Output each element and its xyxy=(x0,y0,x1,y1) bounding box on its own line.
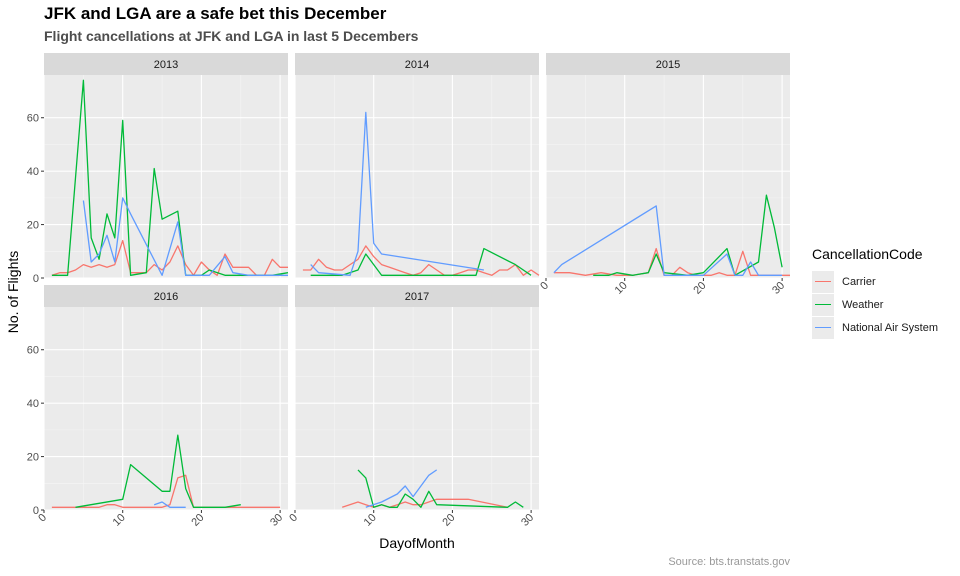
facet-label: 2017 xyxy=(405,291,429,303)
facet-strip xyxy=(44,53,288,75)
legend-key-weather xyxy=(812,293,834,316)
legend-swatch xyxy=(815,326,831,329)
chart-caption: Source: bts.transtats.gov xyxy=(668,556,790,568)
facet-label: 2013 xyxy=(154,59,178,71)
legend-title: CancellationCode xyxy=(812,246,923,262)
x-axis-title: DayofMonth xyxy=(379,535,454,551)
x-tick-label: 10 xyxy=(362,512,379,529)
series-line-national-air-system xyxy=(153,501,186,508)
legend-key-national-air-system xyxy=(812,316,834,339)
facet-label: 2016 xyxy=(154,291,178,303)
y-tick-label: 40 xyxy=(27,398,39,410)
facet-panel-2016: 2016 0 20 40 60 0 10 20 30 xyxy=(27,285,288,529)
facet-panel-2013: 2013 0 20 40 60 xyxy=(27,53,289,285)
y-tick-label: 0 xyxy=(33,273,39,285)
legend-label: Weather xyxy=(842,298,884,311)
x-tick-label: 20 xyxy=(440,512,457,529)
series-line-national-air-system xyxy=(82,197,288,276)
panel-background xyxy=(546,75,790,278)
x-tick-label: 30 xyxy=(770,280,787,297)
x-tick-label: 10 xyxy=(613,280,630,297)
facet-panel-2014: 2014 xyxy=(294,53,540,279)
panel-background xyxy=(44,75,288,278)
x-tick-label: 30 xyxy=(268,512,285,529)
x-tick-label: 0 xyxy=(287,512,300,525)
series-line-weather xyxy=(310,247,532,276)
series-line-carrier xyxy=(51,474,281,508)
y-tick-label: 60 xyxy=(27,345,39,357)
panel-background xyxy=(44,307,288,510)
facet-label: 2014 xyxy=(405,59,429,71)
x-tick-label: 0 xyxy=(36,512,49,525)
facet-strip xyxy=(295,53,539,75)
series-line-weather xyxy=(51,79,289,276)
legend: CancellationCode Carrier Weather Nationa… xyxy=(812,246,938,339)
x-tick-label: 0 xyxy=(538,280,551,293)
y-tick-label: 40 xyxy=(27,166,39,178)
y-tick-label: 20 xyxy=(27,452,39,464)
facet-panel-2015: 2015 0 10 20 30 xyxy=(538,53,790,297)
series-line-weather xyxy=(75,434,241,508)
x-tick-label: 20 xyxy=(189,512,206,529)
series-line-national-air-system xyxy=(553,205,783,276)
y-axis-title: No. of Flights xyxy=(5,251,21,333)
series-line-national-air-system xyxy=(365,469,438,508)
legend-label: Carrier xyxy=(842,275,876,288)
chart-subtitle: Flight cancellations at JFK and LGA in l… xyxy=(44,28,419,44)
x-tick-label: 10 xyxy=(111,512,128,529)
series-line-carrier xyxy=(302,245,540,276)
legend-swatch xyxy=(815,303,831,306)
y-tick-label: 20 xyxy=(27,220,39,232)
series-line-weather xyxy=(357,469,524,508)
facet-label: 2015 xyxy=(656,59,680,71)
x-tick-label: 30 xyxy=(519,512,536,529)
series-line-carrier xyxy=(341,498,508,508)
legend-item-weather: Weather xyxy=(812,293,938,316)
facet-strip xyxy=(546,53,790,75)
x-tick-label: 20 xyxy=(691,280,708,297)
legend-swatch xyxy=(815,280,831,283)
y-tick-label: 0 xyxy=(33,505,39,517)
chart-title: JFK and LGA are a safe bet this December xyxy=(44,4,387,23)
legend-item-national-air-system: National Air System xyxy=(812,316,938,339)
panel-background xyxy=(295,75,539,278)
facet-panel-2017: 2017 0 10 20 30 xyxy=(287,285,539,529)
series-line-national-air-system xyxy=(310,111,485,276)
y-tick-label: 60 xyxy=(27,113,39,125)
panel-background xyxy=(295,307,539,510)
facet-strip xyxy=(295,285,539,307)
legend-item-carrier: Carrier xyxy=(812,270,938,293)
legend-label: National Air System xyxy=(842,321,938,334)
legend-key-carrier xyxy=(812,270,834,293)
facet-strip xyxy=(44,285,288,307)
series-line-carrier xyxy=(51,239,288,276)
